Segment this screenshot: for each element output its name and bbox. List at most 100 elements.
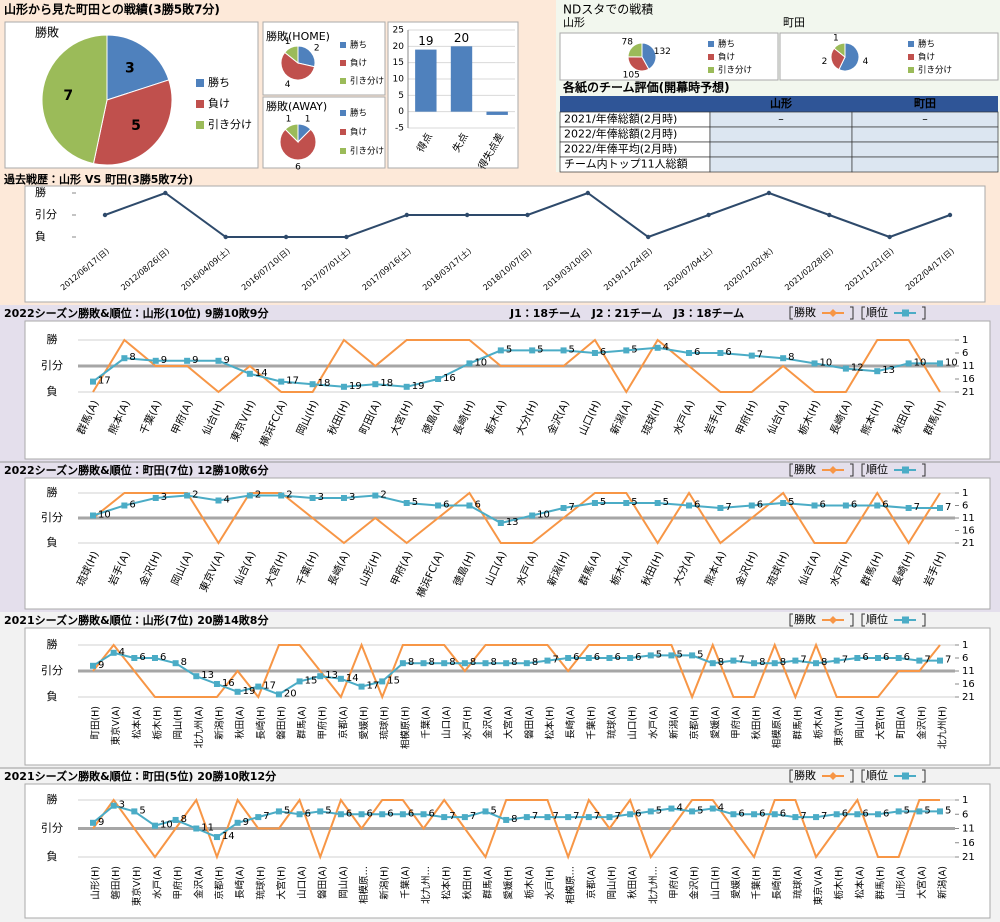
data-label: 3 <box>119 800 125 811</box>
point <box>102 212 108 218</box>
series-line <box>92 651 940 696</box>
y-tick-label: 負 <box>35 230 46 243</box>
chart-box <box>24 185 986 303</box>
series-line <box>92 491 941 545</box>
x-tick-label: 千葉(A) <box>420 706 432 739</box>
legend-marker <box>829 466 837 474</box>
x-tick-label: 京都(H) <box>690 706 701 740</box>
y-tick-label: 勝 <box>47 485 58 499</box>
rank-marker <box>544 814 551 821</box>
rank-marker <box>627 655 634 661</box>
legend-label: 勝ち <box>350 40 367 51</box>
data-label: 6 <box>759 808 765 819</box>
series-line <box>92 804 940 839</box>
x-tick-label: 秋田(H) <box>461 866 473 900</box>
rank-marker <box>172 660 179 667</box>
x-tick-label: 群馬(A) <box>296 706 308 739</box>
data-label: 7 <box>738 655 744 666</box>
rank-marker <box>131 808 138 815</box>
rank-marker <box>937 360 943 367</box>
rank-marker <box>184 492 191 499</box>
y2-tick-label: 6 <box>962 348 968 359</box>
rank-marker <box>372 492 379 499</box>
data-label: 6 <box>160 652 166 663</box>
data-label: 14 <box>255 368 268 379</box>
data-label: 10 <box>474 357 487 368</box>
legend-label: 勝ち <box>350 108 367 119</box>
y2-tick-label: 6 <box>962 653 968 664</box>
pie-slice <box>297 45 316 68</box>
x-tick-label: 新潟(H) <box>379 866 391 900</box>
x-tick-label: 松本(H) <box>544 706 556 740</box>
point <box>646 234 651 240</box>
rank-marker <box>420 811 427 818</box>
x-tick-label: 甲府(A) <box>731 706 742 739</box>
x-tick-label: 愛媛(A) <box>709 706 721 739</box>
x-tick-label: 水戸(A) <box>647 706 659 739</box>
rank-marker <box>905 360 912 367</box>
x-tick-label: 秋田(A) <box>627 866 639 899</box>
rank-marker <box>529 347 536 354</box>
pie-slice <box>627 56 650 72</box>
data-label: 6 <box>600 347 606 358</box>
data-label: 5 <box>656 649 662 660</box>
data-label: 3 <box>161 492 167 503</box>
data-label: 6 <box>694 347 700 358</box>
data-label: 9 <box>243 817 249 828</box>
data-label: 5 <box>945 805 951 816</box>
rank-marker <box>466 502 473 509</box>
rank-marker <box>916 808 923 815</box>
legend-bracket <box>922 463 926 477</box>
data-label: 8 <box>129 352 135 363</box>
cell-value: – <box>778 113 784 126</box>
legend-label: 負け <box>918 52 935 63</box>
rank-marker <box>337 811 344 818</box>
legend-label: 引き分け <box>718 66 752 76</box>
data-label: 7 <box>449 811 455 822</box>
rank-marker <box>875 655 882 661</box>
data-label: 15 <box>305 675 318 686</box>
data-label: 8 <box>470 657 476 668</box>
x-tick-label: 琉球(A) <box>606 706 618 739</box>
x-tick-label: 東京V(A) <box>813 866 825 905</box>
rank-marker <box>771 811 778 818</box>
rank-marker <box>874 502 881 509</box>
legend-swatch <box>908 67 914 73</box>
legend-label: 勝敗 <box>794 462 816 476</box>
rank-marker <box>503 660 510 667</box>
y2-tick-label: 16 <box>962 679 975 690</box>
x-tick-label: 山口(H) <box>628 706 639 740</box>
y2-tick-label: 11 <box>962 824 975 835</box>
rank-marker <box>895 655 902 661</box>
legend-marker <box>902 466 909 474</box>
data-label: 5 <box>631 497 637 508</box>
data-label: 4 <box>223 495 229 506</box>
x-tick-label: 長崎(H) <box>771 866 783 900</box>
data-label: 13 <box>201 670 214 681</box>
legend-bracket <box>861 306 865 320</box>
chart-box <box>24 320 991 460</box>
y2-tick-label: 1 <box>962 335 968 346</box>
data-label: 7 <box>263 811 269 822</box>
rank-marker <box>730 811 737 818</box>
rank-marker <box>317 673 324 680</box>
data-label: 18 <box>318 378 331 389</box>
rank-marker <box>399 811 406 818</box>
data-label: 7 <box>569 502 575 513</box>
data-label: 7 <box>725 502 731 513</box>
rank-marker <box>627 811 634 818</box>
data-label: 19 <box>412 381 425 392</box>
data-label: 6 <box>862 652 868 663</box>
data-label: 12 <box>851 363 864 374</box>
x-tick-label: 大宮(A) <box>503 706 515 739</box>
data-label: 8 <box>449 657 455 668</box>
rank-marker <box>151 655 158 661</box>
x-tick-label: 岡山(H) <box>607 866 618 900</box>
data-label: 105 <box>623 71 640 81</box>
column-header: 町田 <box>914 97 936 110</box>
pie-slice <box>284 45 299 65</box>
rank-marker <box>751 660 758 667</box>
legend-swatch <box>908 54 914 60</box>
rank-marker <box>466 360 473 367</box>
data-label: 5 <box>788 497 794 508</box>
